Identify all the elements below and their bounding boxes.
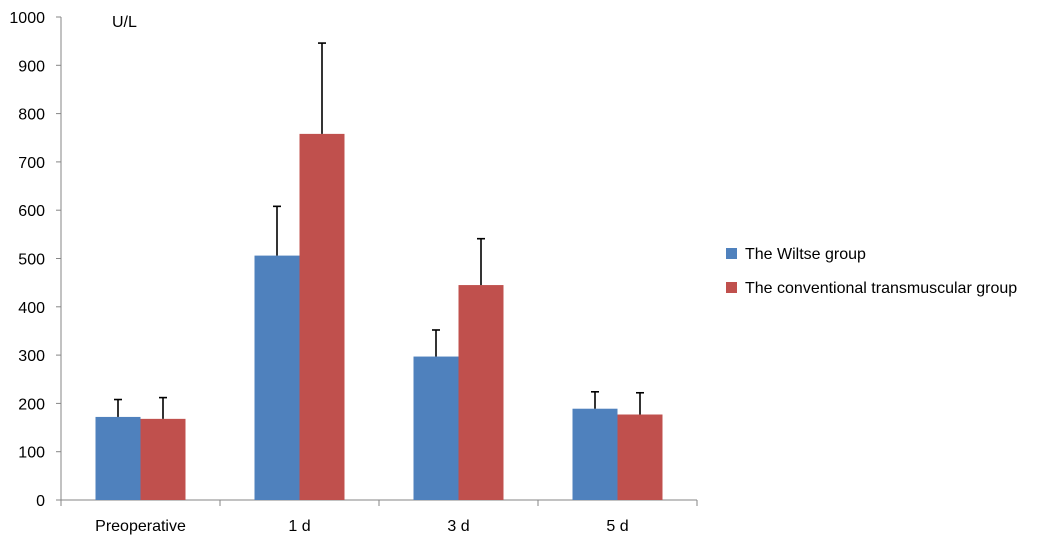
y-tick-label: 100: [18, 445, 45, 462]
bar-series-2-2: [299, 133, 345, 501]
x-category-label: Preoperative: [95, 518, 186, 535]
bar-series-1-1: [95, 416, 141, 500]
y-axis-unit-label: U/L: [112, 14, 137, 31]
x-category-label: 1 d: [288, 518, 310, 535]
x-category-label: 3 d: [447, 518, 469, 535]
bar-series-1-3: [413, 356, 459, 500]
y-tick-label: 600: [18, 203, 45, 220]
legend-swatch-series-1: [726, 248, 737, 259]
bar-series-2-4: [617, 414, 663, 500]
legend-swatch-series-2: [726, 282, 737, 293]
y-tick-label: 300: [18, 348, 45, 365]
y-tick-label: 800: [18, 107, 45, 124]
x-axis: [60, 499, 698, 506]
bar-series-1-4: [572, 408, 618, 500]
y-tick-label: 500: [18, 252, 45, 269]
x-category-label: 5 d: [606, 518, 628, 535]
legend-label-series-2: The conventional transmuscular group: [745, 280, 1017, 297]
y-tick-label: 0: [36, 493, 45, 510]
y-tick-label: 1000: [9, 10, 45, 27]
y-tick-label: 900: [18, 58, 45, 75]
bar-series-2-1: [140, 418, 186, 500]
y-axis-ticks: 0 100 200 300 400 500 600 700 800 900 1000: [9, 10, 61, 510]
y-tick-label: 400: [18, 300, 45, 317]
y-tick-label: 700: [18, 155, 45, 172]
bar-series-1-2: [254, 255, 300, 500]
y-tick-label: 200: [18, 396, 45, 413]
error-bars: [114, 42, 644, 419]
bars: [95, 133, 663, 501]
bar-series-2-3: [458, 285, 504, 500]
category-labels: Preoperative 1 d 3 d 5 d: [95, 518, 628, 535]
legend: The Wiltse group The conventional transmu…: [726, 246, 1017, 297]
legend-label-series-1: The Wiltse group: [745, 246, 866, 263]
